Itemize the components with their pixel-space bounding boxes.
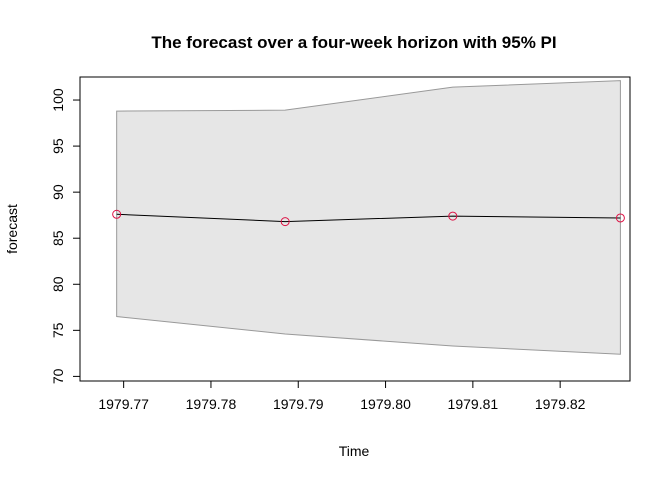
y-tick-label: 80 <box>50 276 66 292</box>
chart-title: The forecast over a four-week horizon wi… <box>151 33 556 52</box>
y-tick-label: 75 <box>50 322 66 338</box>
y-tick-label: 90 <box>50 184 66 200</box>
prediction-interval-band-group <box>116 80 621 355</box>
x-tick-label: 1979.79 <box>273 396 324 412</box>
x-tick-label: 1979.78 <box>186 396 237 412</box>
y-tick-label: 70 <box>50 368 66 384</box>
forecast-point <box>615 213 625 223</box>
x-tick-label: 1979.77 <box>98 396 149 412</box>
y-axis: 70 75 80 85 90 95 100 <box>50 88 81 384</box>
y-axis-label: forecast <box>4 204 20 254</box>
y-tick-label: 95 <box>50 138 66 154</box>
prediction-interval-band <box>116 80 621 355</box>
forecast-line-group <box>116 213 621 223</box>
y-tick-label: 100 <box>50 88 66 112</box>
forecast-line <box>116 213 621 223</box>
forecast-point <box>112 209 122 219</box>
forecast-points-group <box>112 209 625 227</box>
y-tick-label: 85 <box>50 230 66 246</box>
x-tick-label: 1979.82 <box>535 396 586 412</box>
x-axis: 1979.77 1979.78 1979.79 1979.80 1979.81 1979.… <box>98 380 586 412</box>
x-tick-label: 1979.81 <box>448 396 499 412</box>
x-axis-label: Time <box>339 443 370 459</box>
forecast-point <box>448 211 458 221</box>
x-tick-label: 1979.80 <box>360 396 411 412</box>
forecast-point <box>280 217 290 227</box>
